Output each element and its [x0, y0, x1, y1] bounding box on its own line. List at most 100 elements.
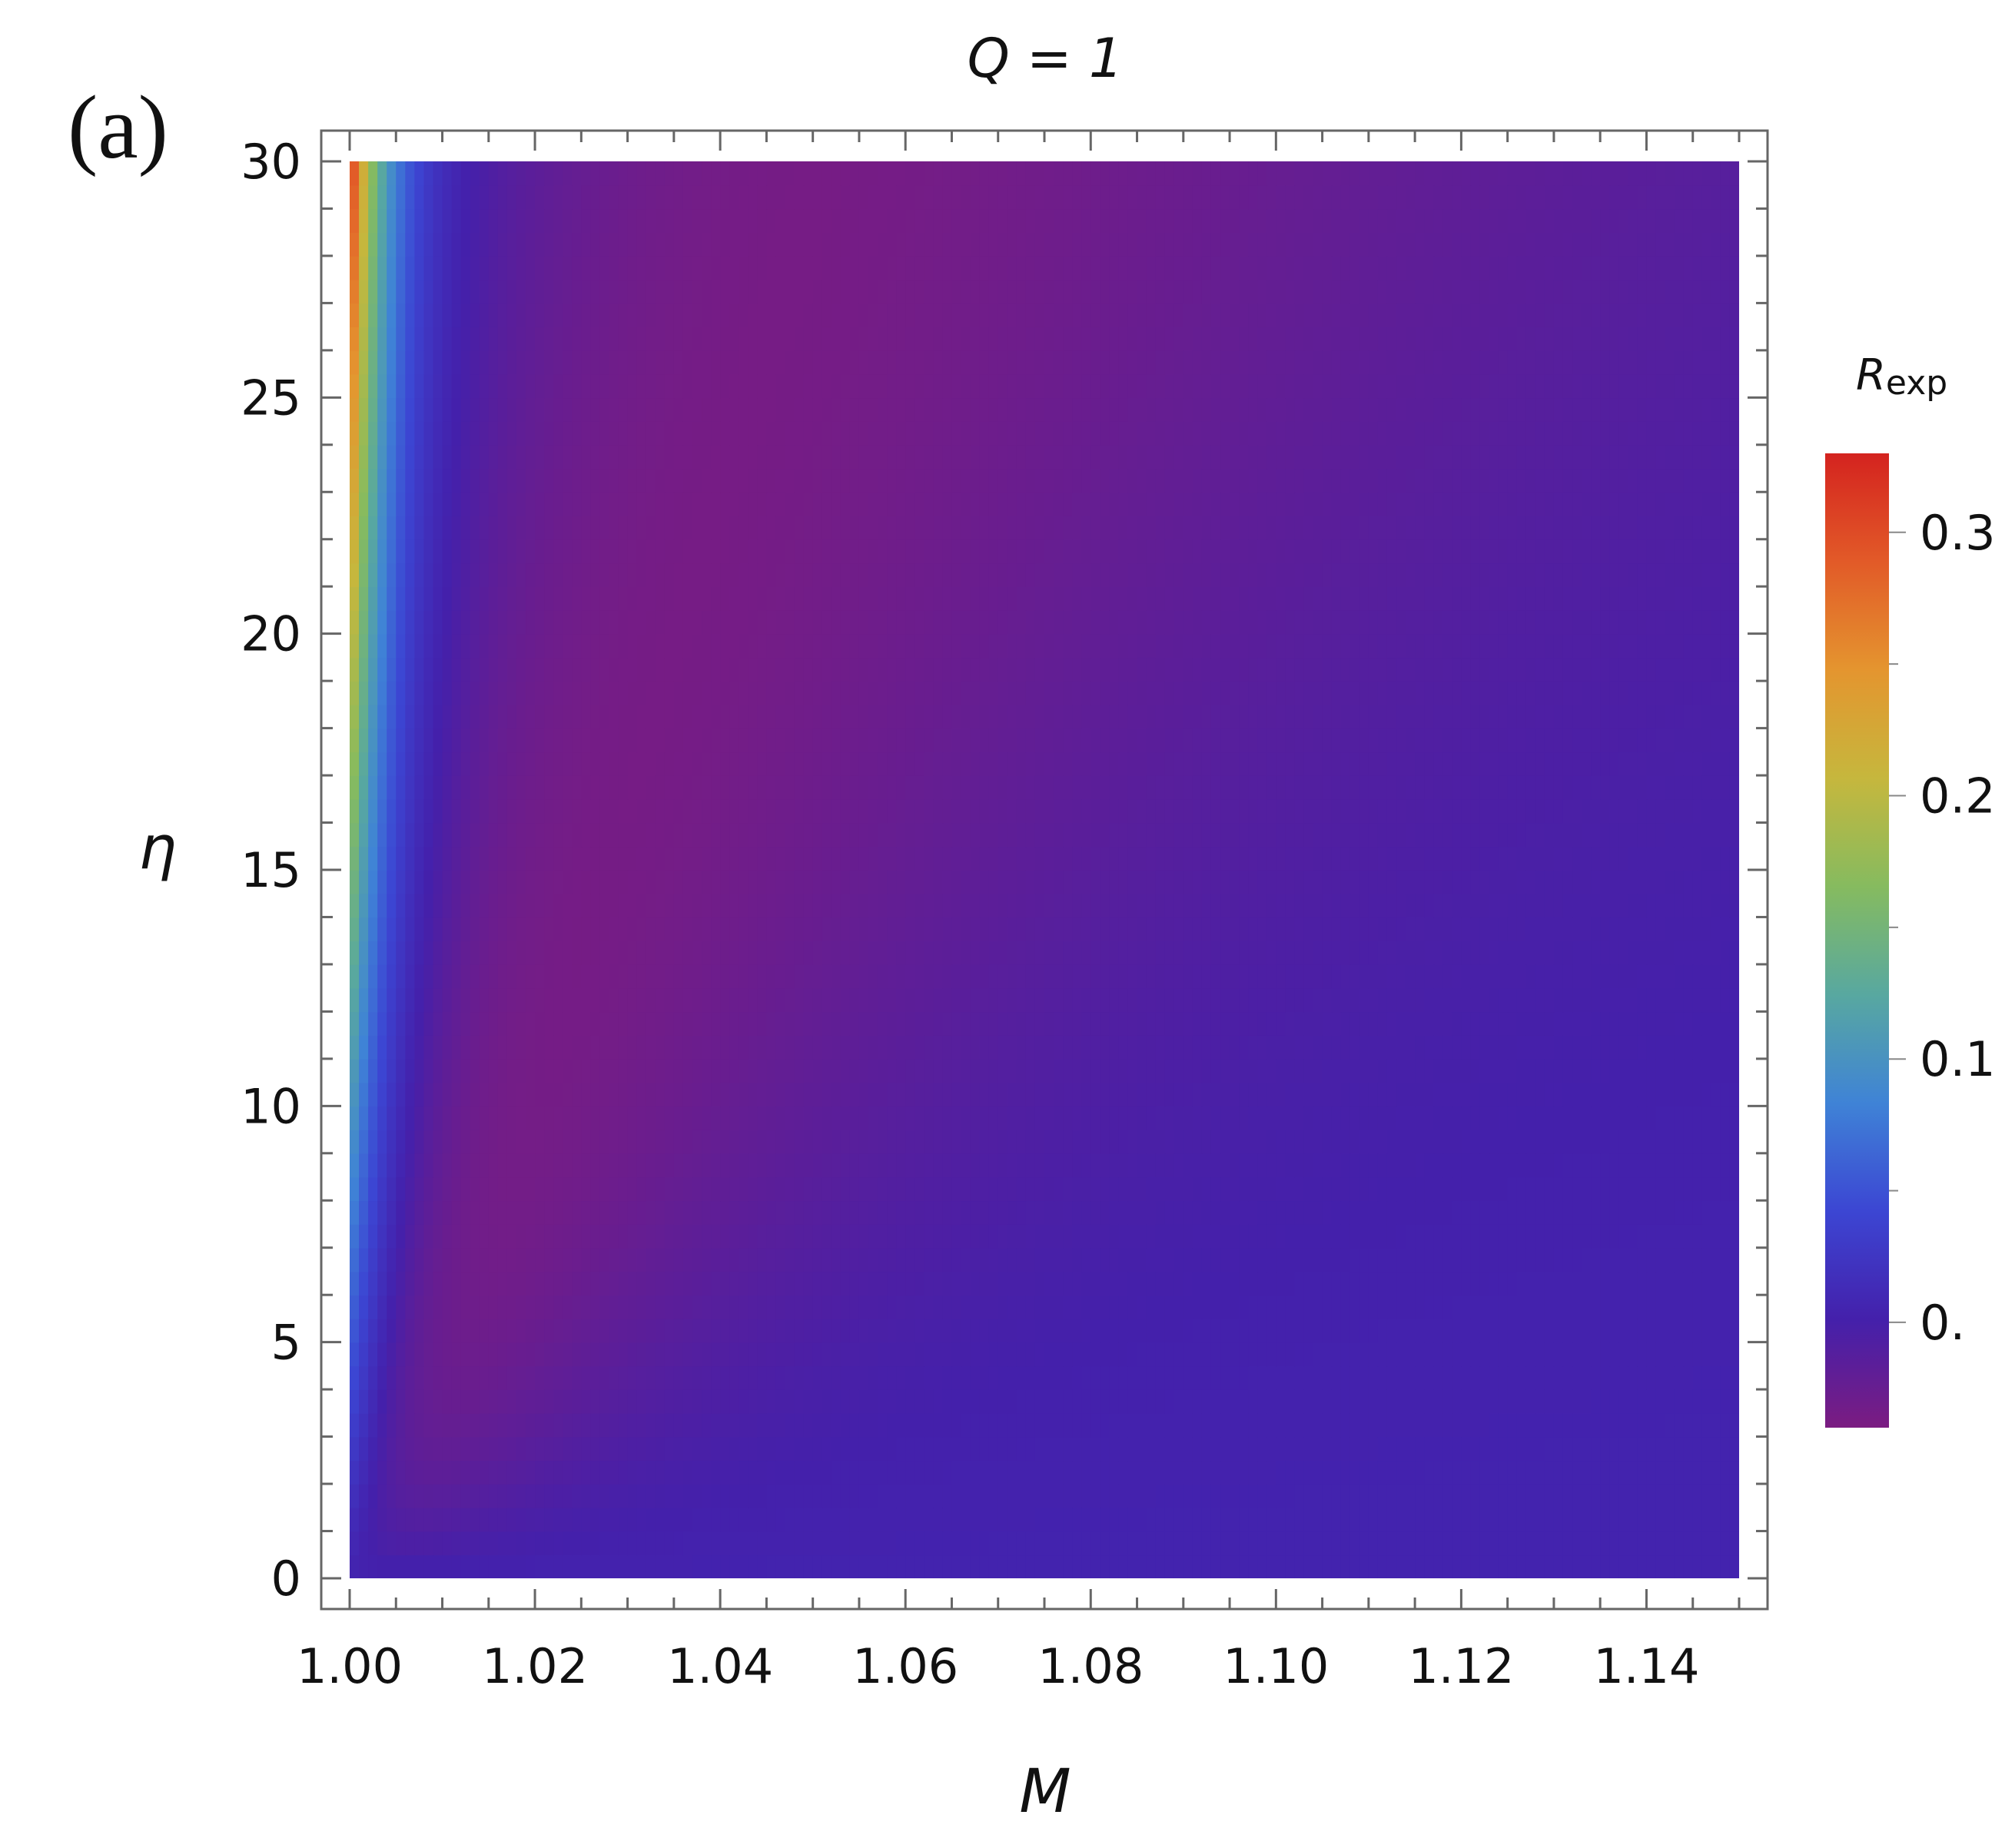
heatmap-cell: [1572, 1507, 1582, 1532]
heatmap-cell: [1025, 1531, 1036, 1556]
heatmap-cell: [1461, 1271, 1472, 1296]
heatmap-cell: [442, 1011, 453, 1036]
heatmap-cell: [1489, 1106, 1499, 1130]
heatmap-cell: [1498, 1130, 1509, 1154]
heatmap-cell: [1692, 1035, 1703, 1060]
heatmap-cell: [757, 1011, 768, 1036]
heatmap-cell: [1415, 1318, 1425, 1343]
heatmap-cell: [1340, 1058, 1351, 1083]
heatmap-cell: [1034, 1389, 1045, 1414]
heatmap-cell: [720, 822, 730, 848]
heatmap-cell: [1201, 822, 1212, 848]
heatmap-cell: [1034, 1365, 1045, 1390]
heatmap-cell: [516, 1200, 526, 1225]
heatmap-cell: [840, 917, 851, 941]
heatmap-cell: [748, 1176, 759, 1202]
heatmap-cell: [599, 1318, 610, 1343]
heatmap-cell: [1377, 1554, 1388, 1578]
heatmap-cell: [905, 1318, 916, 1343]
heatmap-cell: [544, 1318, 554, 1343]
heatmap-cell: [1322, 893, 1333, 918]
heatmap-cell: [618, 1011, 629, 1036]
heatmap-cell: [423, 822, 434, 848]
heatmap-cell: [563, 1484, 573, 1508]
heatmap-cell: [636, 1389, 647, 1414]
heatmap-cell: [1377, 1153, 1388, 1178]
heatmap-cell: [896, 846, 906, 871]
heatmap-cell: [979, 1176, 990, 1202]
heatmap-cell: [1498, 941, 1509, 965]
heatmap-cell: [1433, 917, 1444, 941]
heatmap-cell: [1220, 1224, 1230, 1249]
heatmap-cell: [757, 1460, 768, 1485]
heatmap-cell: [1025, 1365, 1036, 1390]
heatmap-cell: [1155, 822, 1166, 848]
heatmap-cell: [544, 1130, 554, 1154]
heatmap-cell: [563, 1130, 573, 1154]
heatmap-cell: [1674, 1460, 1685, 1485]
heatmap-cell: [423, 1412, 434, 1438]
heatmap-cell: [785, 822, 795, 848]
heatmap-cell: [711, 1035, 721, 1060]
heatmap-cell: [887, 1531, 897, 1556]
heatmap-cell: [1285, 1365, 1296, 1390]
heatmap-cell: [618, 1106, 629, 1130]
heatmap-cell: [387, 1412, 397, 1438]
heatmap-cell: [506, 798, 517, 824]
heatmap-cell: [1452, 1058, 1462, 1083]
heatmap-cell: [1192, 987, 1203, 1013]
heatmap-cell: [405, 1224, 416, 1249]
heatmap-cell: [1025, 917, 1036, 941]
heatmap-cell: [868, 1295, 878, 1319]
heatmap-cell: [664, 1484, 675, 1508]
heatmap-cell: [655, 1247, 666, 1272]
heatmap-cell: [516, 870, 526, 894]
heatmap-cell: [1600, 1531, 1611, 1556]
heatmap-cell: [1118, 1200, 1129, 1225]
heatmap-cell: [896, 1106, 906, 1130]
heatmap-cell: [868, 893, 878, 918]
heatmap-cell: [627, 1507, 638, 1532]
heatmap-cell: [359, 1460, 369, 1485]
heatmap-cell: [470, 1035, 480, 1060]
heatmap-cell: [506, 1106, 517, 1130]
heatmap-cell: [1090, 1011, 1101, 1036]
heatmap-cell: [1294, 1318, 1305, 1343]
heatmap-cell: [1637, 1153, 1648, 1178]
heatmap-cell: [1155, 846, 1166, 871]
heatmap-cell: [878, 870, 888, 894]
heatmap-cell: [1498, 1460, 1509, 1485]
heatmap-cell: [433, 964, 443, 989]
heatmap-cell: [878, 1271, 888, 1296]
heatmap-cell: [673, 1224, 684, 1249]
heatmap-cell: [581, 1011, 592, 1036]
heatmap-cell: [858, 798, 869, 824]
heatmap-cell: [1285, 1412, 1296, 1438]
heatmap-cell: [1100, 1342, 1110, 1367]
heatmap-cell: [1183, 846, 1193, 871]
heatmap-cell: [1266, 846, 1277, 871]
heatmap-cell: [775, 1058, 786, 1083]
heatmap-cell: [442, 1130, 453, 1154]
heatmap-cell: [572, 1436, 583, 1461]
heatmap-cell: [590, 1224, 601, 1249]
heatmap-cell: [1155, 1554, 1166, 1578]
heatmap-cell: [1711, 1035, 1721, 1060]
heatmap-cell: [1173, 1106, 1184, 1130]
heatmap-cell: [1081, 1460, 1092, 1485]
heatmap-cell: [1618, 893, 1629, 918]
heatmap-cell: [609, 1342, 619, 1367]
heatmap-cell: [1479, 1318, 1490, 1343]
heatmap-cell: [803, 1365, 814, 1390]
heatmap-cell: [368, 822, 378, 848]
heatmap-cell: [1248, 987, 1259, 1013]
heatmap-cell: [553, 1271, 564, 1296]
heatmap-cell: [1591, 1554, 1601, 1578]
heatmap-cell: [470, 1295, 480, 1319]
heatmap-cell: [646, 870, 656, 894]
heatmap-cell: [1340, 1531, 1351, 1556]
heatmap-cell: [553, 1484, 564, 1508]
heatmap-cell: [1294, 1460, 1305, 1485]
heatmap-cell: [1155, 1247, 1166, 1272]
heatmap-cell: [1276, 1153, 1286, 1178]
